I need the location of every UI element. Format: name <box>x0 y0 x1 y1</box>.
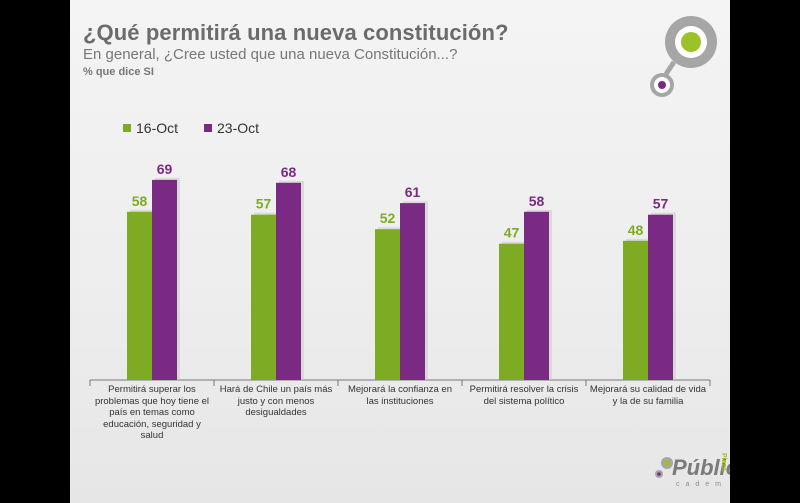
logo-circles-icon <box>650 16 717 97</box>
bar <box>499 243 524 380</box>
chart-title: ¿Qué permitirá una nueva constitución? <box>83 20 509 45</box>
bar <box>524 211 549 380</box>
category-label-box: Mejorará su calidad de vida y la de su f… <box>589 384 707 407</box>
category-label: Mejorará su calidad de vida y la de su f… <box>589 384 707 407</box>
chart-subtitle: En general, ¿Cree usted que una nueva Co… <box>83 46 458 63</box>
category-label: Hará de Chile un país más justo y con me… <box>219 384 333 418</box>
legend-swatch <box>204 124 212 132</box>
legend-swatch <box>123 124 131 132</box>
bar <box>276 182 301 380</box>
bar <box>648 214 673 380</box>
bar-chart: 16-Oct 23-Oct 58 69 Permitirá superar los pr… <box>89 120 711 441</box>
category-label-box: Permitirá superar los problemas que hoy … <box>94 384 210 441</box>
bar-value-label: 61 <box>405 184 421 200</box>
category-label-box: Mejorará la confianza en las institucion… <box>347 384 453 407</box>
legend-label: 23-Oct <box>217 120 259 136</box>
bar <box>152 179 177 380</box>
brand-circles-icon <box>655 457 673 478</box>
legend-label: 16-Oct <box>136 120 178 136</box>
bar <box>251 214 276 380</box>
bar-value-label: 57 <box>653 196 669 212</box>
brand-plaza: Plaza <box>720 453 727 471</box>
category-label-box: Hará de Chile un país más justo y con me… <box>219 384 333 418</box>
bar-value-label: 48 <box>628 222 644 238</box>
bar-value-label: 58 <box>132 193 148 209</box>
bar-value-label: 47 <box>504 225 520 241</box>
category-label: Permitirá superar los problemas que hoy … <box>94 384 210 441</box>
brand-name: Pública <box>672 455 730 480</box>
bar <box>400 203 425 380</box>
bar-value-label: 57 <box>256 196 272 212</box>
bar-value-label: 68 <box>281 164 297 180</box>
category-label: Permitirá resolver la crisis del sistema… <box>469 384 579 407</box>
category-label-box: Permitirá resolver la crisis del sistema… <box>469 384 579 407</box>
bar <box>127 211 152 380</box>
brand-logo: Pública Plaza cadem <box>654 452 730 492</box>
category-label: Mejorará la confianza en las institucion… <box>347 384 453 407</box>
bar-value-label: 52 <box>380 210 396 226</box>
bar <box>623 240 648 380</box>
bar-value-label: 58 <box>529 193 545 209</box>
bar-value-label: 69 <box>157 161 173 177</box>
bar <box>375 229 400 380</box>
slide: ¿Qué permitirá una nueva constitución? E… <box>70 0 730 503</box>
brand-sub: cadem <box>676 481 728 488</box>
chart-note: % que dice SI <box>83 66 154 78</box>
